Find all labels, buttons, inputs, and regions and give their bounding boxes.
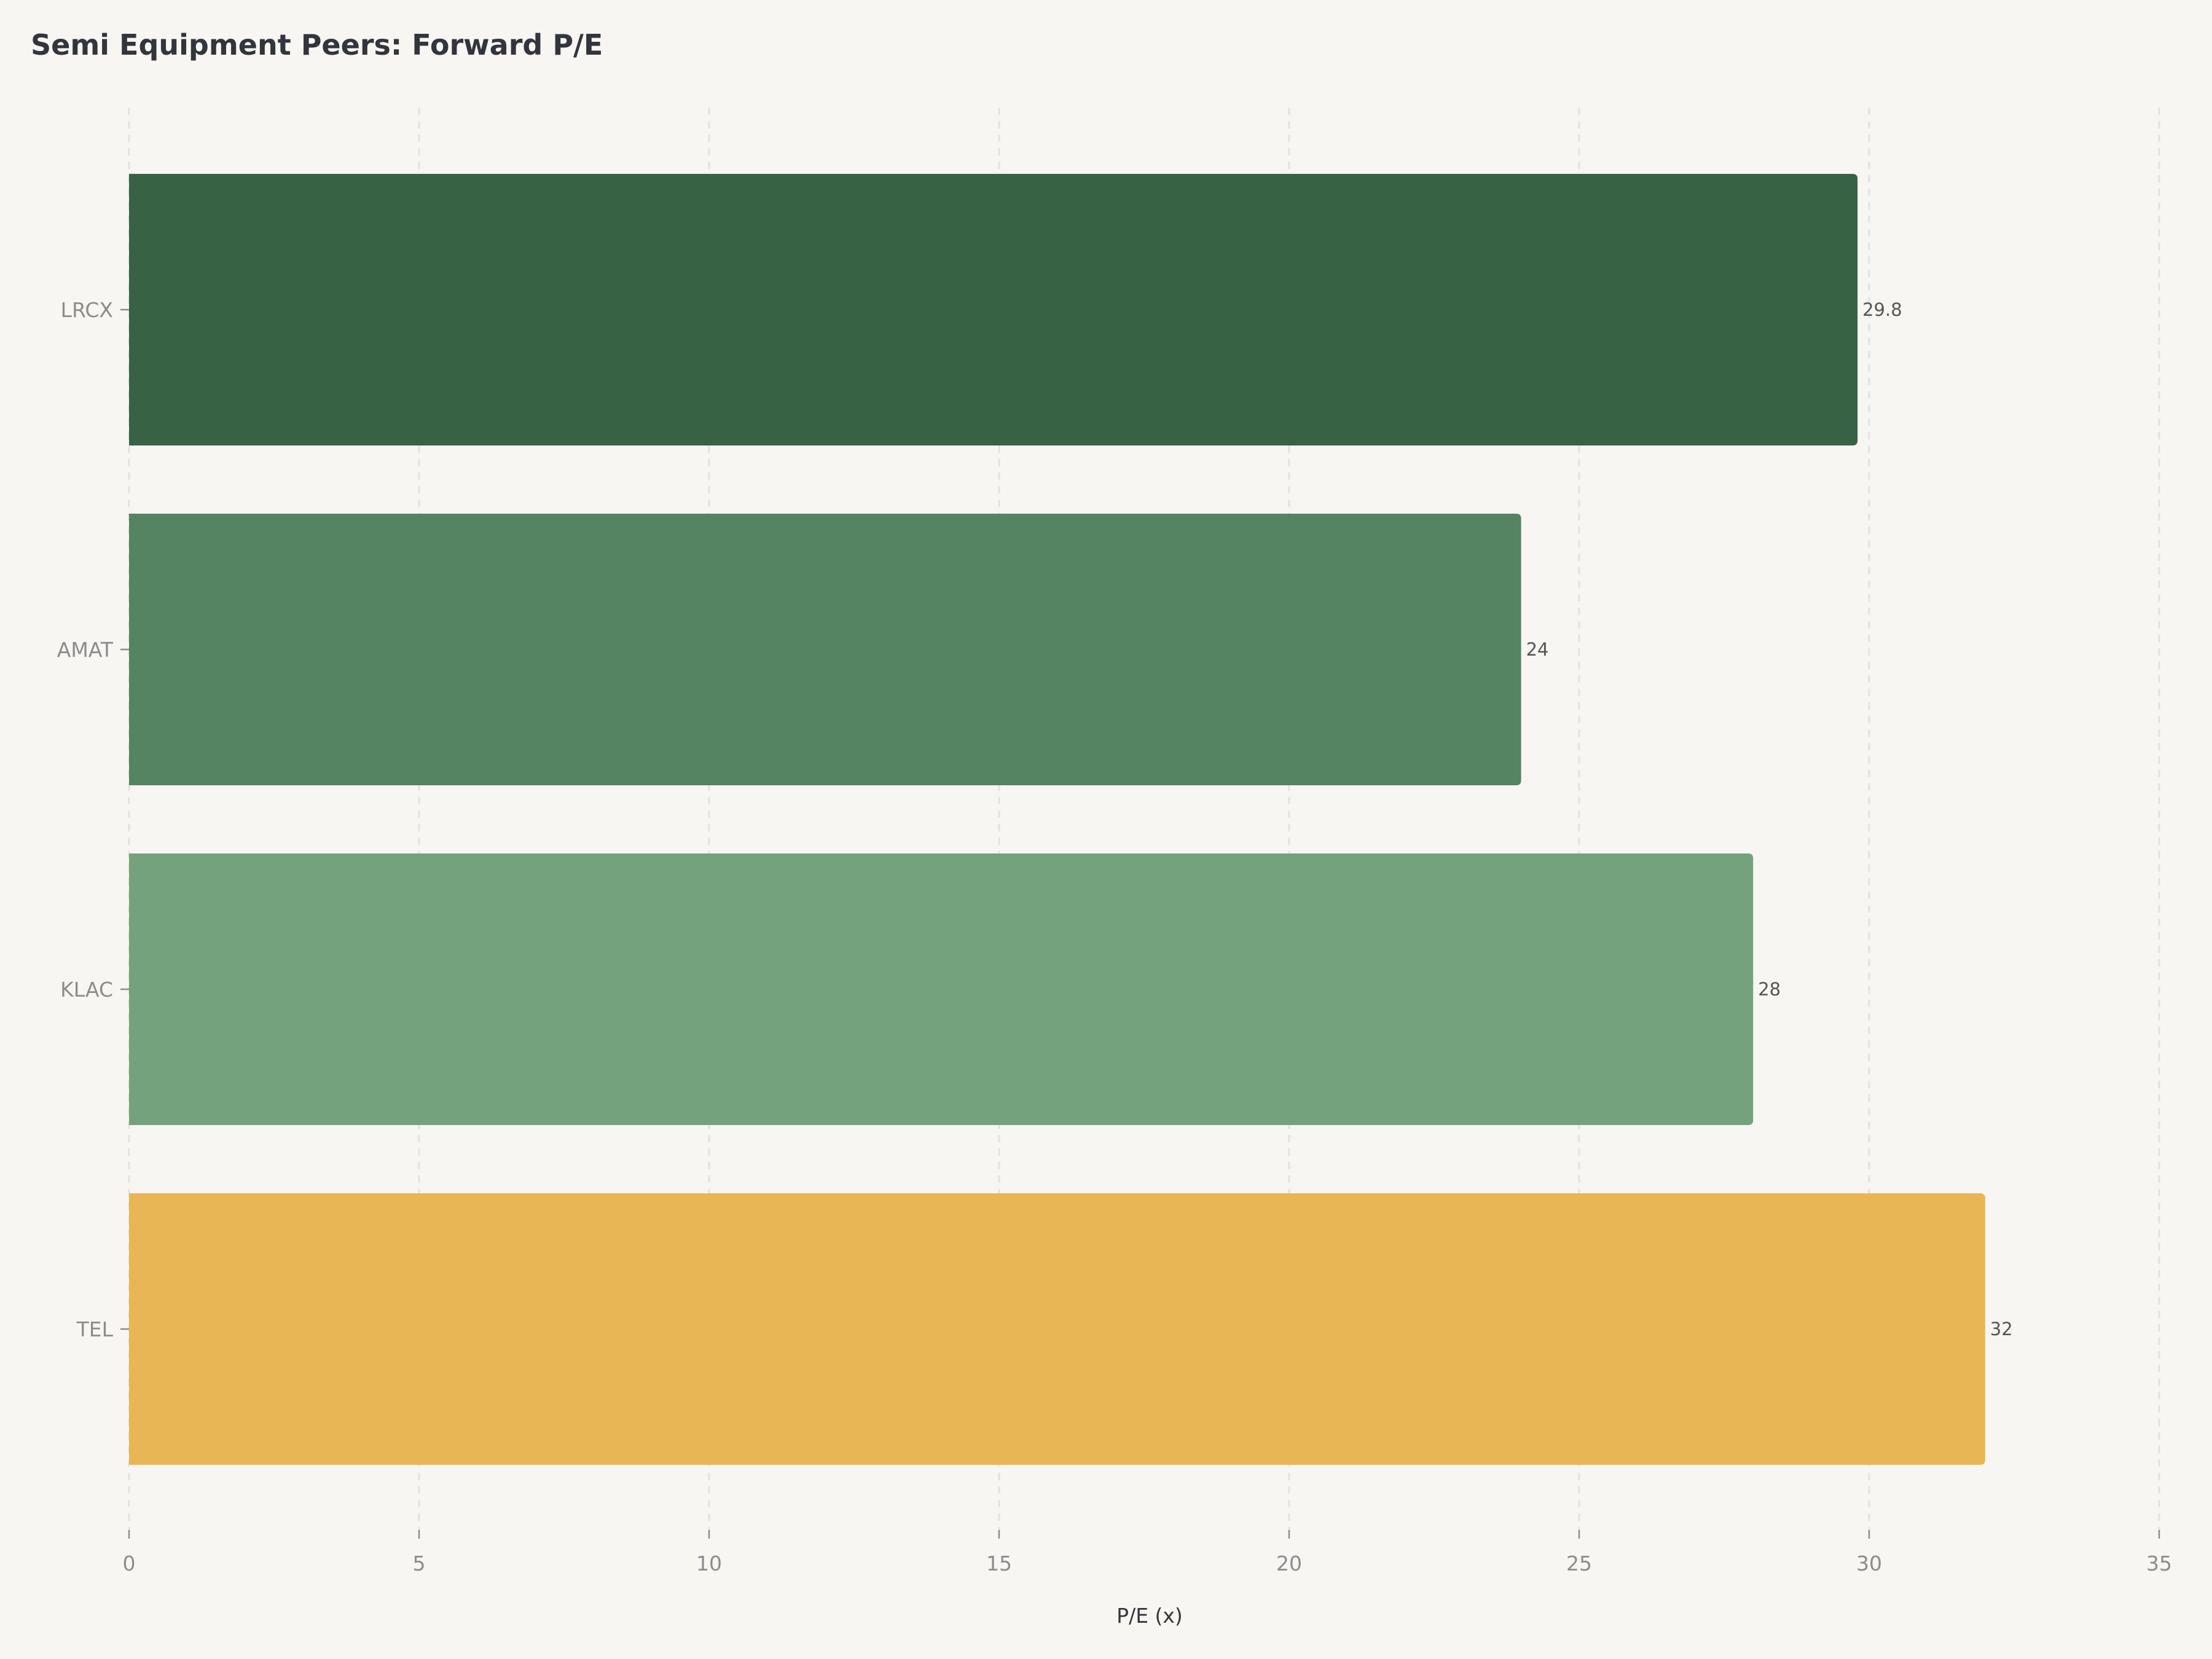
- category-label: KLAC: [60, 978, 113, 1002]
- value-label: 28: [1758, 979, 1781, 1000]
- value-label: 32: [1990, 1319, 2013, 1339]
- bar-tel: [129, 1193, 1985, 1465]
- category-label: TEL: [76, 1317, 114, 1341]
- y-axis: LRCX AMAT KLAC TEL: [57, 298, 129, 1341]
- bar-klac: [129, 853, 1754, 1125]
- x-axis-title: P/E (x): [1116, 1604, 1183, 1628]
- x-tick-label: 0: [123, 1551, 136, 1575]
- chart-title: Semi Equipment Peers: Forward P/E: [31, 28, 603, 61]
- x-tick-label: 20: [1276, 1551, 1302, 1575]
- x-tick-label: 15: [986, 1551, 1012, 1575]
- bar-amat: [129, 514, 1521, 785]
- x-tick-label: 25: [1566, 1551, 1592, 1575]
- value-label: 29.8: [1862, 299, 1902, 320]
- x-tick-label: 5: [413, 1551, 426, 1575]
- category-label: LRCX: [61, 298, 113, 322]
- bars: 29.8 24 28 32: [129, 174, 2013, 1465]
- bar-lrcx: [129, 174, 1858, 445]
- value-label: 24: [1526, 639, 1549, 660]
- x-axis: 0 5 10 15 20 25 30 35: [123, 1530, 2172, 1575]
- x-tick-label: 35: [2146, 1551, 2172, 1575]
- x-tick-label: 10: [696, 1551, 722, 1575]
- x-tick-label: 30: [1856, 1551, 1882, 1575]
- category-label: AMAT: [57, 638, 114, 662]
